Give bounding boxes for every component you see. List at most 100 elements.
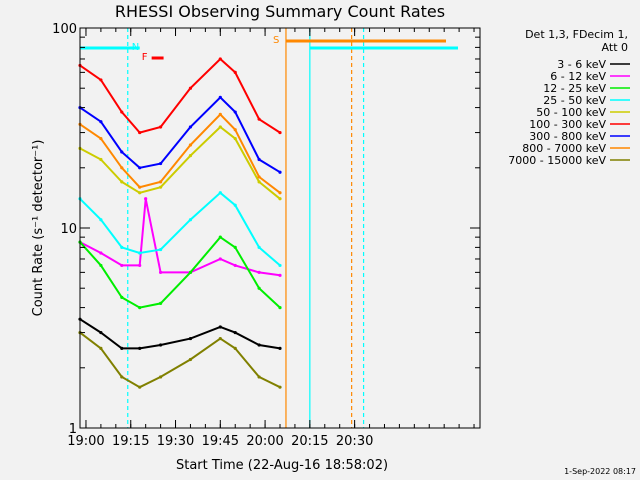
legend-label: 800 - 7000 keV bbox=[522, 142, 606, 155]
x-axis-label: Start Time (22-Aug-16 18:58:02) bbox=[176, 458, 388, 473]
legend-label: 6 - 12 keV bbox=[550, 70, 606, 83]
data-point bbox=[233, 263, 237, 268]
data-point bbox=[233, 128, 237, 132]
x-tick-label: 20:15 bbox=[291, 434, 328, 449]
data-point bbox=[120, 166, 124, 170]
legend-label: 100 - 300 keV bbox=[529, 118, 606, 131]
data-point bbox=[278, 170, 282, 174]
data-point bbox=[257, 117, 261, 121]
legend-label: 3 - 6 keV bbox=[557, 58, 606, 71]
series-line bbox=[79, 331, 281, 389]
data-point bbox=[99, 346, 103, 351]
legend-label: 12 - 25 keV bbox=[543, 82, 606, 95]
data-point bbox=[158, 185, 163, 189]
legend-label: 300 - 800 keV bbox=[529, 130, 606, 143]
legend-header-line2: Att 0 bbox=[602, 41, 628, 54]
data-point bbox=[257, 157, 261, 162]
data-point bbox=[138, 166, 142, 170]
data-point bbox=[188, 270, 193, 274]
x-tick-label: 20:30 bbox=[336, 434, 373, 449]
data-point bbox=[138, 185, 142, 189]
data-point bbox=[278, 197, 282, 201]
data-point bbox=[278, 191, 282, 195]
plot-area: NF S bbox=[78, 28, 458, 428]
data-point bbox=[138, 263, 142, 268]
annotation-s: S bbox=[273, 35, 279, 46]
data-point bbox=[99, 251, 103, 255]
series-line bbox=[79, 318, 281, 350]
y-tick-label: 10 bbox=[60, 222, 77, 237]
data-point bbox=[233, 346, 237, 351]
data-point bbox=[188, 125, 193, 129]
data-point bbox=[158, 270, 163, 274]
data-point bbox=[218, 57, 222, 61]
y-tick-label: 100 bbox=[52, 22, 77, 37]
data-point bbox=[257, 180, 261, 184]
data-point bbox=[218, 112, 222, 116]
data-point bbox=[99, 157, 103, 162]
data-point bbox=[120, 346, 124, 351]
data-point bbox=[188, 86, 193, 90]
data-point bbox=[218, 257, 222, 261]
data-point bbox=[99, 120, 103, 124]
data-point bbox=[188, 336, 193, 341]
data-point bbox=[138, 191, 142, 195]
series-line bbox=[79, 191, 281, 267]
data-point bbox=[120, 245, 124, 249]
data-point bbox=[120, 375, 124, 379]
data-point bbox=[233, 203, 237, 207]
y-axis-label: Count Rate (s⁻¹ detector⁻¹) bbox=[31, 140, 46, 317]
data-point bbox=[158, 375, 163, 379]
data-point bbox=[188, 143, 193, 147]
data-point bbox=[218, 191, 222, 195]
data-point bbox=[218, 336, 222, 341]
data-point bbox=[138, 130, 142, 135]
series-line bbox=[79, 235, 281, 309]
data-point bbox=[257, 343, 261, 347]
series-line bbox=[79, 112, 281, 194]
data-point bbox=[99, 330, 103, 335]
data-point bbox=[120, 295, 124, 299]
data-point bbox=[278, 263, 282, 268]
data-point bbox=[99, 218, 103, 222]
data-point bbox=[278, 273, 282, 277]
series-line bbox=[79, 95, 281, 174]
data-point bbox=[218, 235, 222, 239]
data-point bbox=[218, 325, 222, 329]
data-point bbox=[138, 385, 142, 389]
data-point bbox=[278, 130, 282, 135]
legend-label: 50 - 100 keV bbox=[536, 106, 606, 119]
data-point bbox=[138, 251, 142, 255]
data-point bbox=[99, 263, 103, 268]
annotation-f: F bbox=[142, 52, 148, 63]
data-point bbox=[158, 247, 163, 252]
data-point bbox=[257, 286, 261, 290]
data-point bbox=[278, 305, 282, 310]
data-point bbox=[233, 330, 237, 335]
y-tick-label: 1 bbox=[69, 422, 77, 437]
data-point bbox=[188, 357, 193, 362]
annotation-n: N bbox=[132, 42, 139, 53]
data-point bbox=[257, 270, 261, 274]
data-point bbox=[138, 346, 142, 351]
data-point bbox=[120, 150, 124, 154]
x-tick-label: 19:45 bbox=[202, 434, 239, 449]
series-line bbox=[79, 57, 281, 134]
series-line bbox=[79, 125, 281, 200]
data-point bbox=[233, 245, 237, 249]
data-point bbox=[158, 301, 163, 305]
data-point bbox=[257, 175, 261, 179]
data-point bbox=[120, 180, 124, 184]
data-point bbox=[278, 385, 282, 389]
legend-label: 7000 - 15000 keV bbox=[508, 154, 606, 167]
data-point bbox=[233, 110, 237, 114]
data-point bbox=[218, 95, 222, 99]
data-point bbox=[158, 125, 163, 129]
data-point bbox=[138, 305, 142, 310]
data-point bbox=[188, 218, 193, 222]
legend-header-line1: Det 1,3, FDecim 1, bbox=[525, 28, 628, 41]
data-point bbox=[257, 245, 261, 249]
